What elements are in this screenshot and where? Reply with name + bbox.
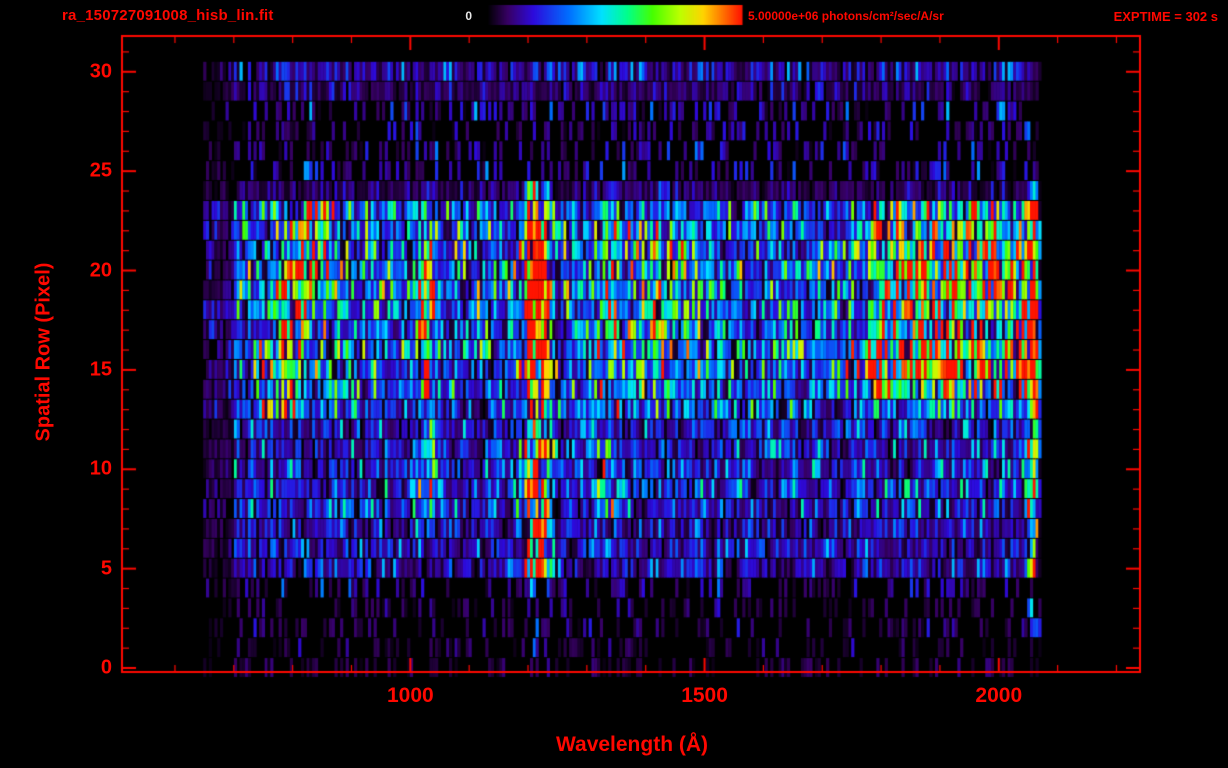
y-tick-label: 25 (89, 159, 112, 182)
colorbar-max-label: 5.00000e+06 photons/cm²/sec/A/sr (748, 9, 944, 23)
exptime-label: EXPTIME = 302 s (1113, 9, 1218, 24)
y-tick-label: 10 (89, 457, 112, 480)
file-title: ra_150727091008_hisb_lin.fit (62, 7, 274, 24)
y-tick-label: 15 (89, 358, 112, 381)
x-tick-label: 2000 (975, 684, 1023, 707)
colorbar-min-label: 0 (465, 9, 472, 23)
x-tick-label: 1000 (386, 684, 434, 707)
x-tick-label: 1500 (681, 684, 728, 707)
x-axis-title: Wavelength (Å) (555, 733, 709, 756)
y-axis-title: Spatial Row (Pixel) (32, 262, 55, 442)
y-tick-label: 5 (100, 557, 112, 580)
y-tick-label: 30 (89, 60, 112, 83)
y-tick-label: 0 (100, 656, 112, 679)
y-tick-label: 20 (89, 259, 112, 282)
